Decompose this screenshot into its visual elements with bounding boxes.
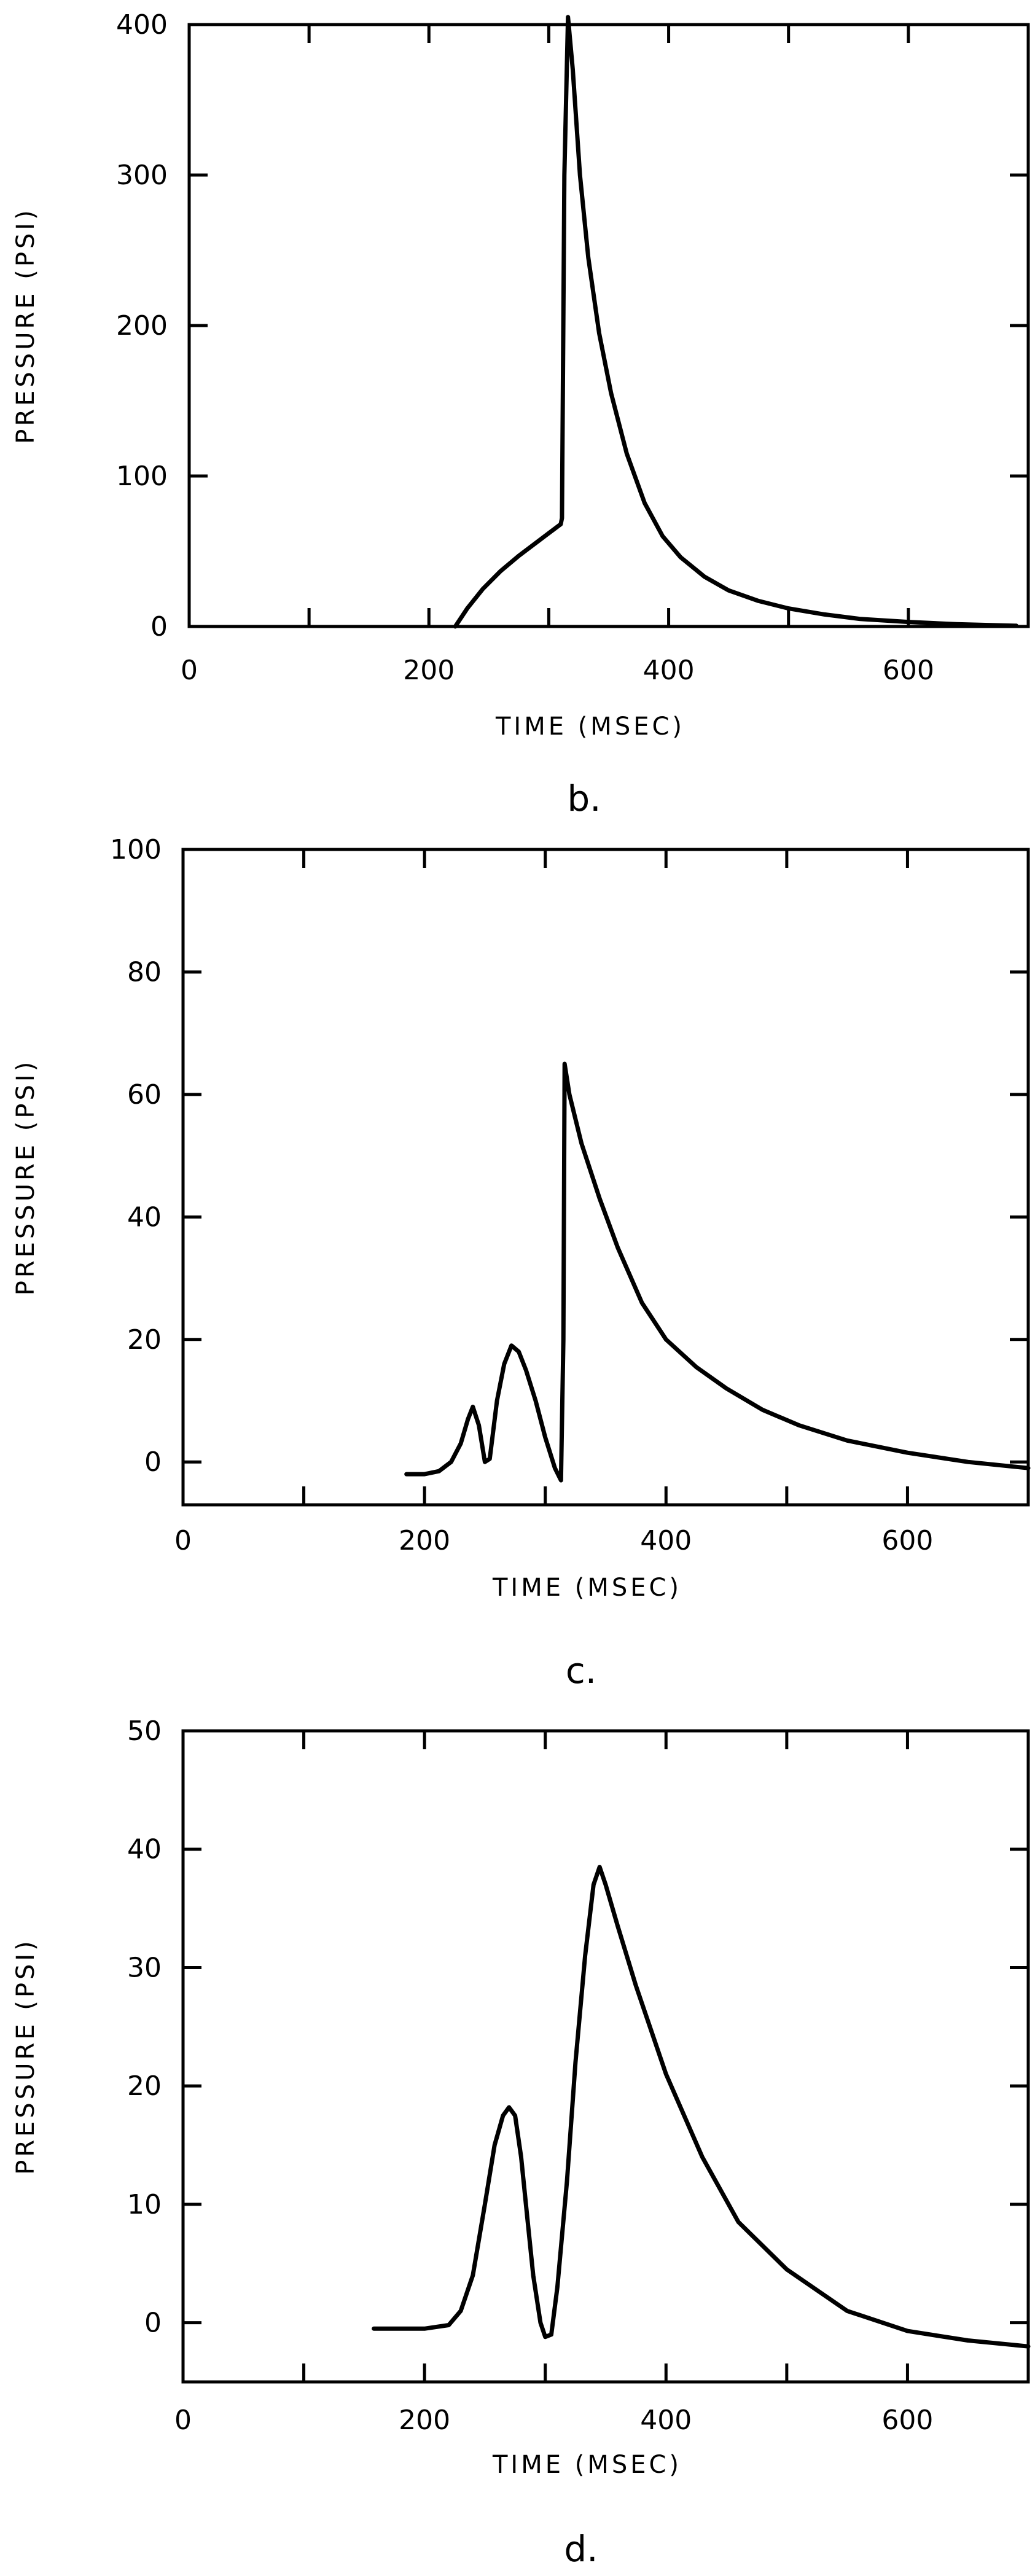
x-tick-label: 600	[883, 655, 934, 686]
y-tick-label: 40	[127, 1834, 162, 1865]
panel-caption: c.	[566, 1650, 596, 1692]
x-tick-label: 400	[640, 1525, 692, 1556]
plot-frame	[181, 1729, 1030, 2384]
y-axis-title: PRESSURE (PSI)	[12, 207, 40, 444]
pressure-curve	[453, 15, 1018, 629]
x-tick-label: 200	[399, 1525, 450, 1556]
x-tick-label: 200	[399, 2405, 450, 2436]
y-tick-label: 200	[116, 310, 168, 342]
x-tick-label: 0	[174, 2405, 192, 2436]
y-tick-label: 50	[127, 1715, 162, 1747]
plot-frame	[181, 848, 1030, 1507]
x-tick-label: 200	[403, 655, 455, 686]
y-tick-label: 0	[144, 2308, 162, 2339]
x-tick-label: 0	[181, 655, 198, 686]
plot-frame	[187, 23, 1030, 628]
x-axis-title: TIME (MSEC)	[492, 1574, 682, 1602]
y-tick-label: 0	[144, 1446, 162, 1478]
y-tick-label: 80	[127, 956, 162, 988]
x-tick-label: 400	[643, 655, 695, 686]
y-tick-label: 0	[150, 611, 168, 642]
x-tick-label: 600	[881, 1525, 933, 1556]
y-tick-label: 100	[116, 461, 168, 492]
x-tick-label: 0	[174, 1525, 192, 1556]
chart-panel-d: 0 200 400 600 0 10 20 30 40 50 TIME (MSEC) PRESSURE…	[12, 1715, 1031, 2570]
y-tick-label: 40	[127, 1201, 162, 1233]
y-axis-title: PRESSURE (PSI)	[12, 1059, 40, 1296]
y-tick-label: 20	[127, 2071, 162, 2102]
x-tick-label: 400	[640, 2405, 692, 2436]
x-axis-title: TIME (MSEC)	[495, 712, 685, 741]
x-tick-label: 600	[881, 2405, 933, 2436]
pressure-curve	[372, 1865, 1031, 2349]
y-tick-label: 30	[127, 1952, 162, 1983]
y-tick-label: 20	[127, 1324, 162, 1356]
y-tick-label: 10	[127, 2189, 162, 2220]
y-axis-title: PRESSURE (PSI)	[12, 1938, 40, 2175]
y-tick-label: 300	[116, 160, 168, 191]
chart-panel-b: 0 200 400 600 0 100 200 300 400 TIME (MSEC) PRESSU…	[12, 9, 1030, 819]
x-axis-title: TIME (MSEC)	[492, 2451, 682, 2479]
y-tick-label: 60	[127, 1079, 162, 1110]
y-tick-label: 400	[116, 9, 168, 41]
chart-panel-c: 0 200 400 600 0 20 40 60 80 100 TIME (MSEC) PRESSUR…	[12, 834, 1031, 1692]
panel-caption: b.	[567, 778, 601, 819]
panel-caption: d.	[564, 2528, 598, 2570]
pressure-curve	[404, 1061, 1031, 1483]
y-tick-label: 100	[110, 834, 162, 865]
